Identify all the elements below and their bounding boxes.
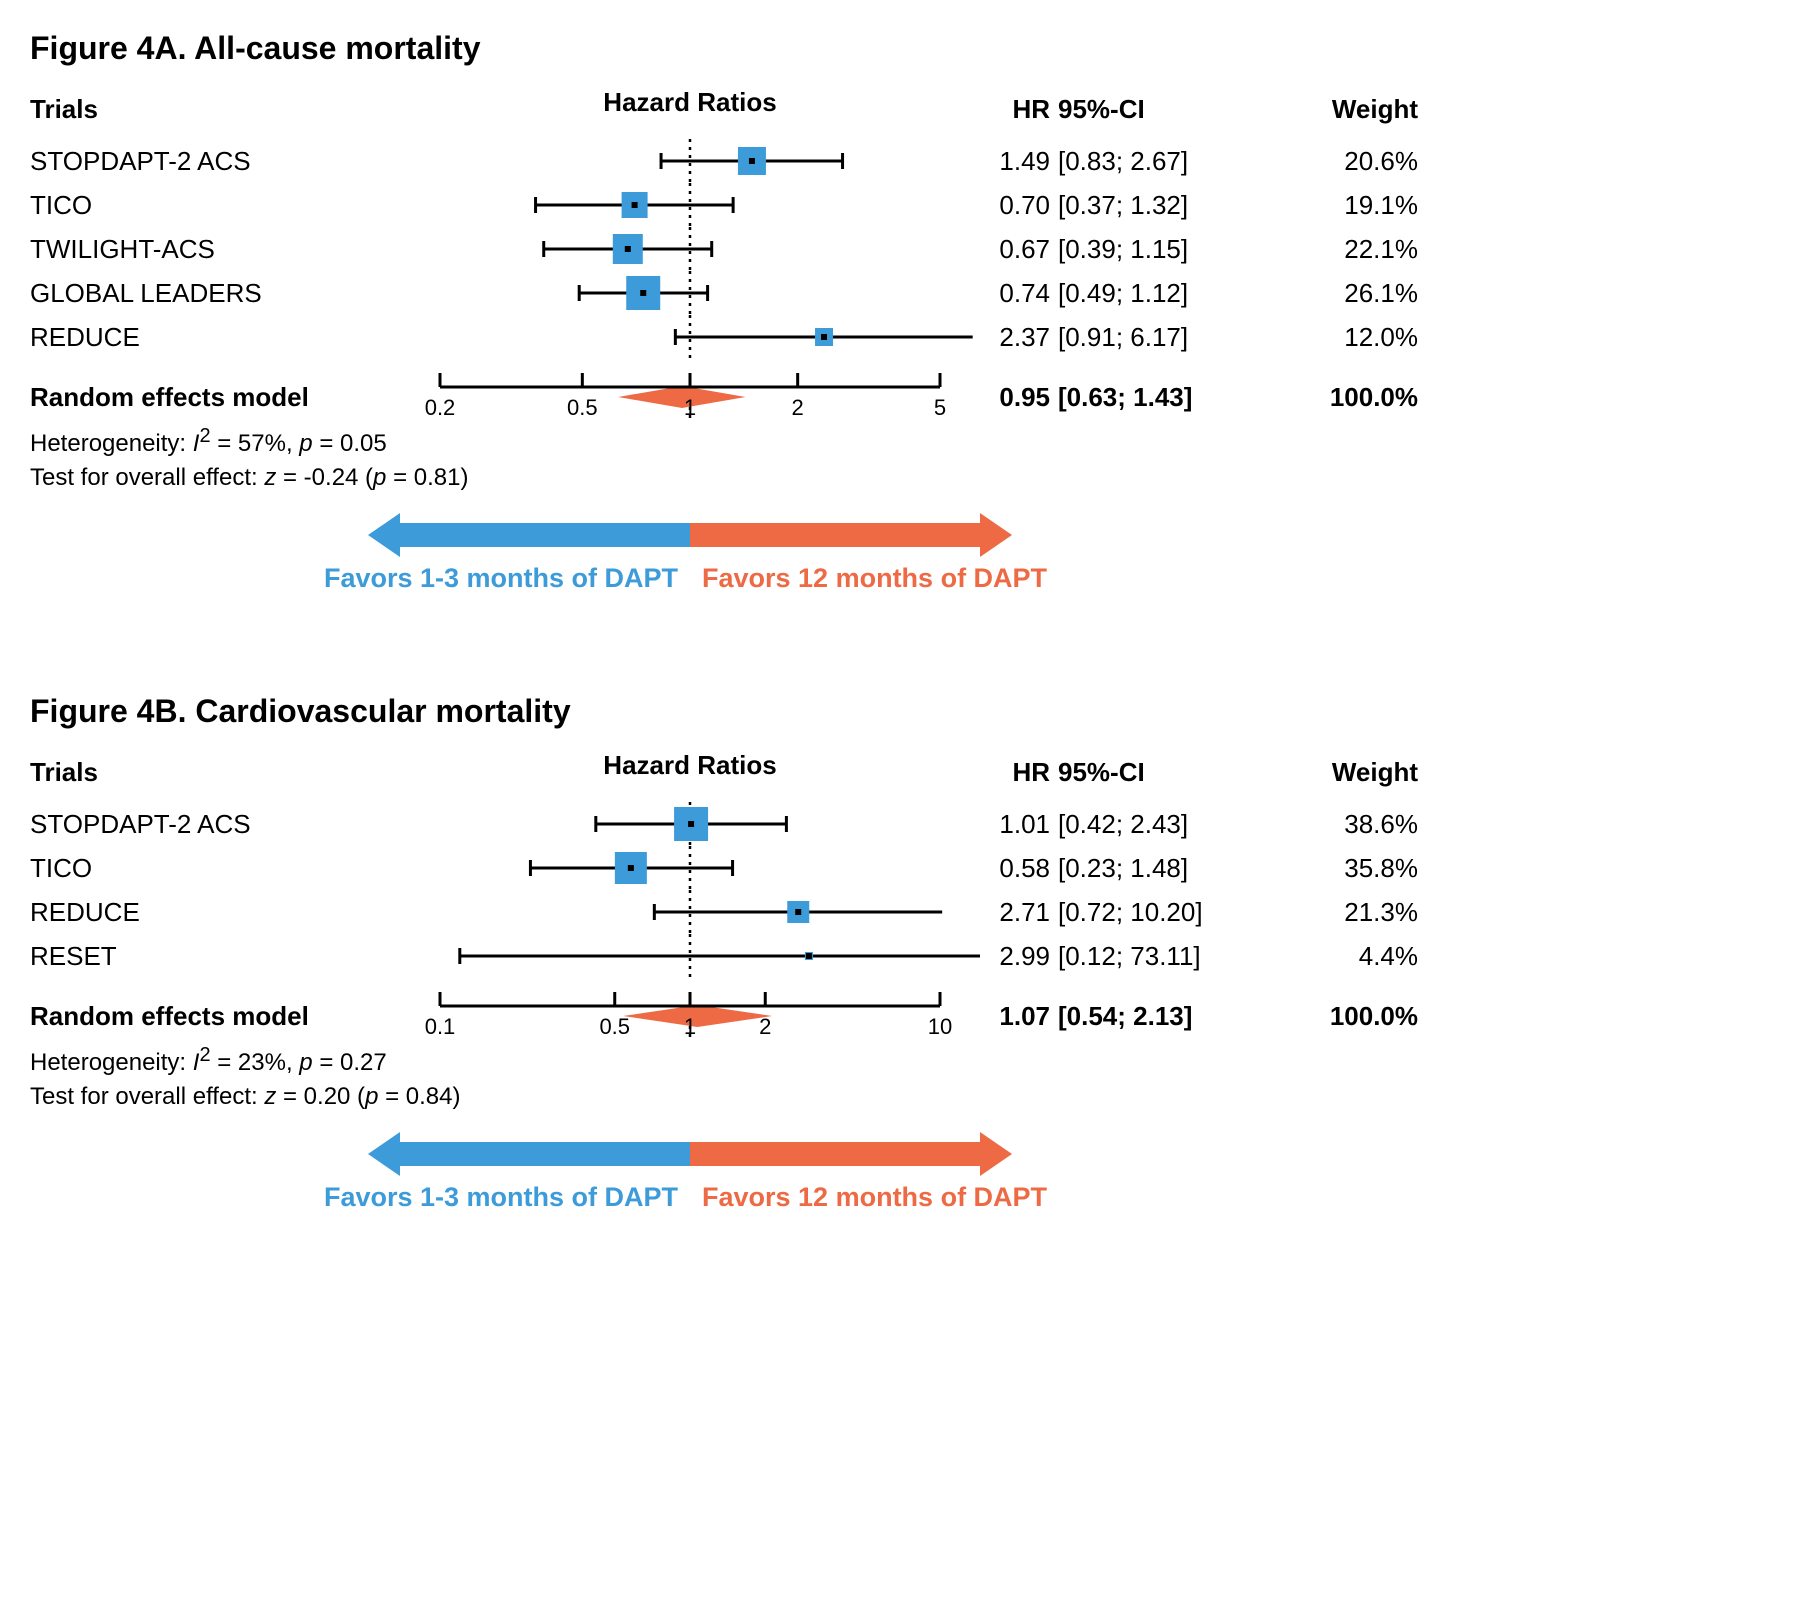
- forest-marker: [440, 802, 940, 846]
- favors-arrows: Favors 1-3 months of DAPTFavors 12 month…: [340, 1132, 1040, 1192]
- figure-title: Figure 4B. Cardiovascular mortality: [30, 693, 1770, 730]
- summary-ci: [0.54; 2.13]: [1058, 1001, 1288, 1032]
- svg-text:0.5: 0.5: [567, 395, 598, 420]
- hr-value: 0.70: [940, 190, 1058, 221]
- svg-text:5: 5: [934, 395, 946, 420]
- trial-row: REDUCE 2.71[0.72; 10.20]21.3%: [30, 890, 1770, 934]
- hdr-wt: Weight: [1288, 94, 1418, 125]
- hdr-trials: Trials: [30, 757, 440, 788]
- hdr-hr: HR: [940, 94, 1058, 125]
- favors-left-label: Favors 1-3 months of DAPT: [324, 1182, 690, 1213]
- summary-wt: 100.0%: [1288, 382, 1418, 413]
- trial-name: REDUCE: [30, 322, 440, 353]
- svg-text:2: 2: [792, 395, 804, 420]
- summary-hr: 0.95: [940, 382, 1058, 413]
- favors-right-label: Favors 12 months of DAPT: [690, 563, 1047, 594]
- ci-value: [0.23; 1.48]: [1058, 853, 1288, 884]
- hdr-hazard: Hazard Ratios: [440, 750, 940, 794]
- hr-value: 0.74: [940, 278, 1058, 309]
- favors-arrows: Favors 1-3 months of DAPTFavors 12 month…: [340, 513, 1040, 573]
- favors-right-label: Favors 12 months of DAPT: [690, 1182, 1047, 1213]
- forest-marker: [440, 183, 940, 227]
- hdr-hr: HR: [940, 757, 1058, 788]
- hr-value: 0.58: [940, 853, 1058, 884]
- forest-marker: [440, 271, 940, 315]
- ci-value: [0.37; 1.32]: [1058, 190, 1288, 221]
- summary-label: Random effects model: [30, 1001, 440, 1032]
- trial-row: STOPDAPT-2 ACS 1.49[0.83; 2.67]20.6%: [30, 139, 1770, 183]
- wt-value: 4.4%: [1288, 941, 1418, 972]
- trial-row: GLOBAL LEADERS 0.74[0.49; 1.12]26.1%: [30, 271, 1770, 315]
- trial-row: TICO 0.58[0.23; 1.48]35.8%: [30, 846, 1770, 890]
- hr-value: 1.49: [940, 146, 1058, 177]
- favors-left-label: Favors 1-3 months of DAPT: [324, 563, 690, 594]
- wt-value: 26.1%: [1288, 278, 1418, 309]
- trial-name: REDUCE: [30, 897, 440, 928]
- trial-row: REDUCE2.37[0.91; 6.17]12.0%: [30, 315, 1770, 359]
- svg-text:0.1: 0.1: [425, 1014, 456, 1039]
- ci-value: [0.49; 1.12]: [1058, 278, 1288, 309]
- trial-name: GLOBAL LEADERS: [30, 278, 440, 309]
- forest-marker: [440, 227, 940, 271]
- ci-value: [0.42; 2.43]: [1058, 809, 1288, 840]
- column-headers: TrialsHazard RatiosHR95%-CIWeight: [30, 750, 1770, 794]
- forest-marker: [440, 139, 940, 183]
- trial-row: TICO 0.70[0.37; 1.32]19.1%: [30, 183, 1770, 227]
- hdr-hazard: Hazard Ratios: [440, 87, 940, 131]
- wt-value: 38.6%: [1288, 809, 1418, 840]
- svg-text:0.5: 0.5: [599, 1014, 630, 1039]
- svg-text:1: 1: [684, 395, 696, 420]
- trial-name: TWILIGHT-ACS: [30, 234, 440, 265]
- trial-name: TICO: [30, 853, 440, 884]
- summary-label: Random effects model: [30, 382, 440, 413]
- forest-panelB: Figure 4B. Cardiovascular mortality Trial…: [30, 693, 1770, 1242]
- trial-name: TICO: [30, 190, 440, 221]
- figure-title: Figure 4A. All-cause mortality: [30, 30, 1770, 67]
- overall-effect-text: Test for overall effect: z = -0.24 (p = …: [30, 464, 1770, 492]
- svg-text:10: 10: [928, 1014, 952, 1039]
- svg-text:1: 1: [684, 1014, 696, 1039]
- trial-row: STOPDAPT-2 ACS 1.01[0.42; 2.43]38.6%: [30, 802, 1770, 846]
- wt-value: 21.3%: [1288, 897, 1418, 928]
- svg-text:2: 2: [759, 1014, 771, 1039]
- overall-effect-text: Test for overall effect: z = 0.20 (p = 0…: [30, 1083, 1770, 1111]
- wt-value: 20.6%: [1288, 146, 1418, 177]
- summary-hr: 1.07: [940, 1001, 1058, 1032]
- wt-value: 12.0%: [1288, 322, 1418, 353]
- ci-value: [0.12; 73.11]: [1058, 941, 1288, 972]
- svg-text:0.2: 0.2: [425, 395, 456, 420]
- hr-value: 2.71: [940, 897, 1058, 928]
- hr-value: 0.67: [940, 234, 1058, 265]
- summary-ci: [0.63; 1.43]: [1058, 382, 1288, 413]
- forest-marker: [440, 846, 940, 890]
- wt-value: 19.1%: [1288, 190, 1418, 221]
- hdr-trials: Trials: [30, 94, 440, 125]
- forest-panelA: Figure 4A. All-cause mortality TrialsHaza…: [30, 30, 1770, 623]
- trial-name: STOPDAPT-2 ACS: [30, 146, 440, 177]
- ci-value: [0.83; 2.67]: [1058, 146, 1288, 177]
- column-headers: TrialsHazard RatiosHR95%-CIWeight: [30, 87, 1770, 131]
- ci-value: [0.72; 10.20]: [1058, 897, 1288, 928]
- trial-row: TWILIGHT-ACS 0.67[0.39; 1.15]22.1%: [30, 227, 1770, 271]
- trial-name: RESET: [30, 941, 440, 972]
- wt-value: 35.8%: [1288, 853, 1418, 884]
- hdr-wt: Weight: [1288, 757, 1418, 788]
- trial-row: RESET2.99[0.12; 73.11]4.4%: [30, 934, 1770, 978]
- summary-wt: 100.0%: [1288, 1001, 1418, 1032]
- hr-value: 1.01: [940, 809, 1058, 840]
- hdr-ci: 95%-CI: [1058, 94, 1288, 125]
- wt-value: 22.1%: [1288, 234, 1418, 265]
- trial-name: STOPDAPT-2 ACS: [30, 809, 440, 840]
- x-axis: 0.10.51210: [440, 998, 940, 1073]
- forest-marker: [440, 890, 940, 934]
- forest-marker: [440, 315, 940, 359]
- ci-value: [0.39; 1.15]: [1058, 234, 1288, 265]
- ci-value: [0.91; 6.17]: [1058, 322, 1288, 353]
- x-axis: 0.20.5125: [440, 379, 940, 454]
- forest-marker: [440, 934, 940, 978]
- hdr-ci: 95%-CI: [1058, 757, 1288, 788]
